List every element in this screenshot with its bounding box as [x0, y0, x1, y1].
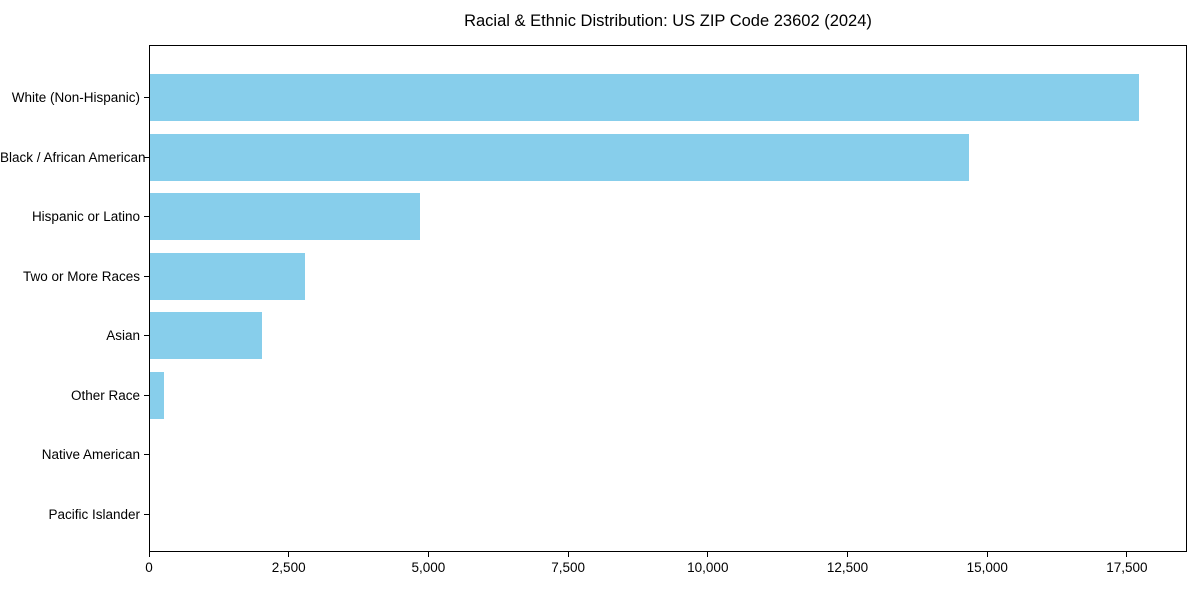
y-tick-label-native-american: Native American: [41, 447, 140, 463]
bar-two-or-more-races: [150, 252, 306, 300]
x-tick-label-5-000: 5,000: [411, 560, 446, 575]
x-tick-mark: [288, 552, 290, 557]
y-tick-mark: [144, 454, 149, 456]
y-tick-mark: [144, 513, 149, 515]
y-tick-mark: [144, 97, 149, 98]
x-tick-label-0: 0: [145, 560, 153, 575]
bar-hispanic-or-latino: [150, 193, 421, 241]
y-tick-mark: [144, 216, 149, 218]
bar-asian: [150, 312, 262, 360]
x-tick-mark: [1126, 552, 1128, 557]
bar-white-non-hispanic: [150, 74, 1140, 121]
y-tick-label-hispanic-or-latino: Hispanic or Latino: [31, 209, 140, 225]
y-tick-mark: [144, 275, 149, 277]
x-tick-mark: [148, 552, 150, 557]
x-tick-label-15-000: 15,000: [966, 560, 1008, 575]
x-tick-label-2-500: 2,500: [271, 560, 306, 575]
x-tick-mark: [567, 552, 569, 557]
y-tick-label-white-non-hispanic: White (Non-Hispanic): [11, 90, 140, 105]
x-tick-label-7-500: 7,500: [551, 560, 585, 575]
y-tick-mark: [144, 335, 149, 337]
x-tick-mark: [427, 552, 429, 557]
y-tick-label-asian: Asian: [106, 328, 140, 344]
y-tick-label-pacific-islander: Pacific Islander: [48, 506, 140, 522]
y-tick-mark: [144, 394, 149, 396]
chart-title: Racial & Ethnic Distribution: US ZIP Cod…: [464, 12, 872, 30]
y-tick-label-other-race: Other Race: [70, 387, 140, 403]
bar-other-race: [150, 371, 164, 419]
x-tick-mark: [707, 552, 709, 557]
x-tick-label-12-500: 12,500: [826, 560, 869, 575]
x-tick-label-10-000: 10,000: [687, 560, 729, 575]
x-tick-label-17-500: 17,500: [1106, 560, 1148, 575]
y-tick-label-two-or-more-races: Two or More Races: [22, 268, 140, 284]
x-tick-mark: [986, 552, 988, 557]
bar-black-african-american: [150, 133, 969, 181]
y-tick-label-black-african-american: Black / African American: [0, 149, 146, 165]
plot-area: [149, 45, 1187, 552]
y-tick-mark: [144, 156, 149, 158]
x-tick-mark: [847, 552, 849, 557]
